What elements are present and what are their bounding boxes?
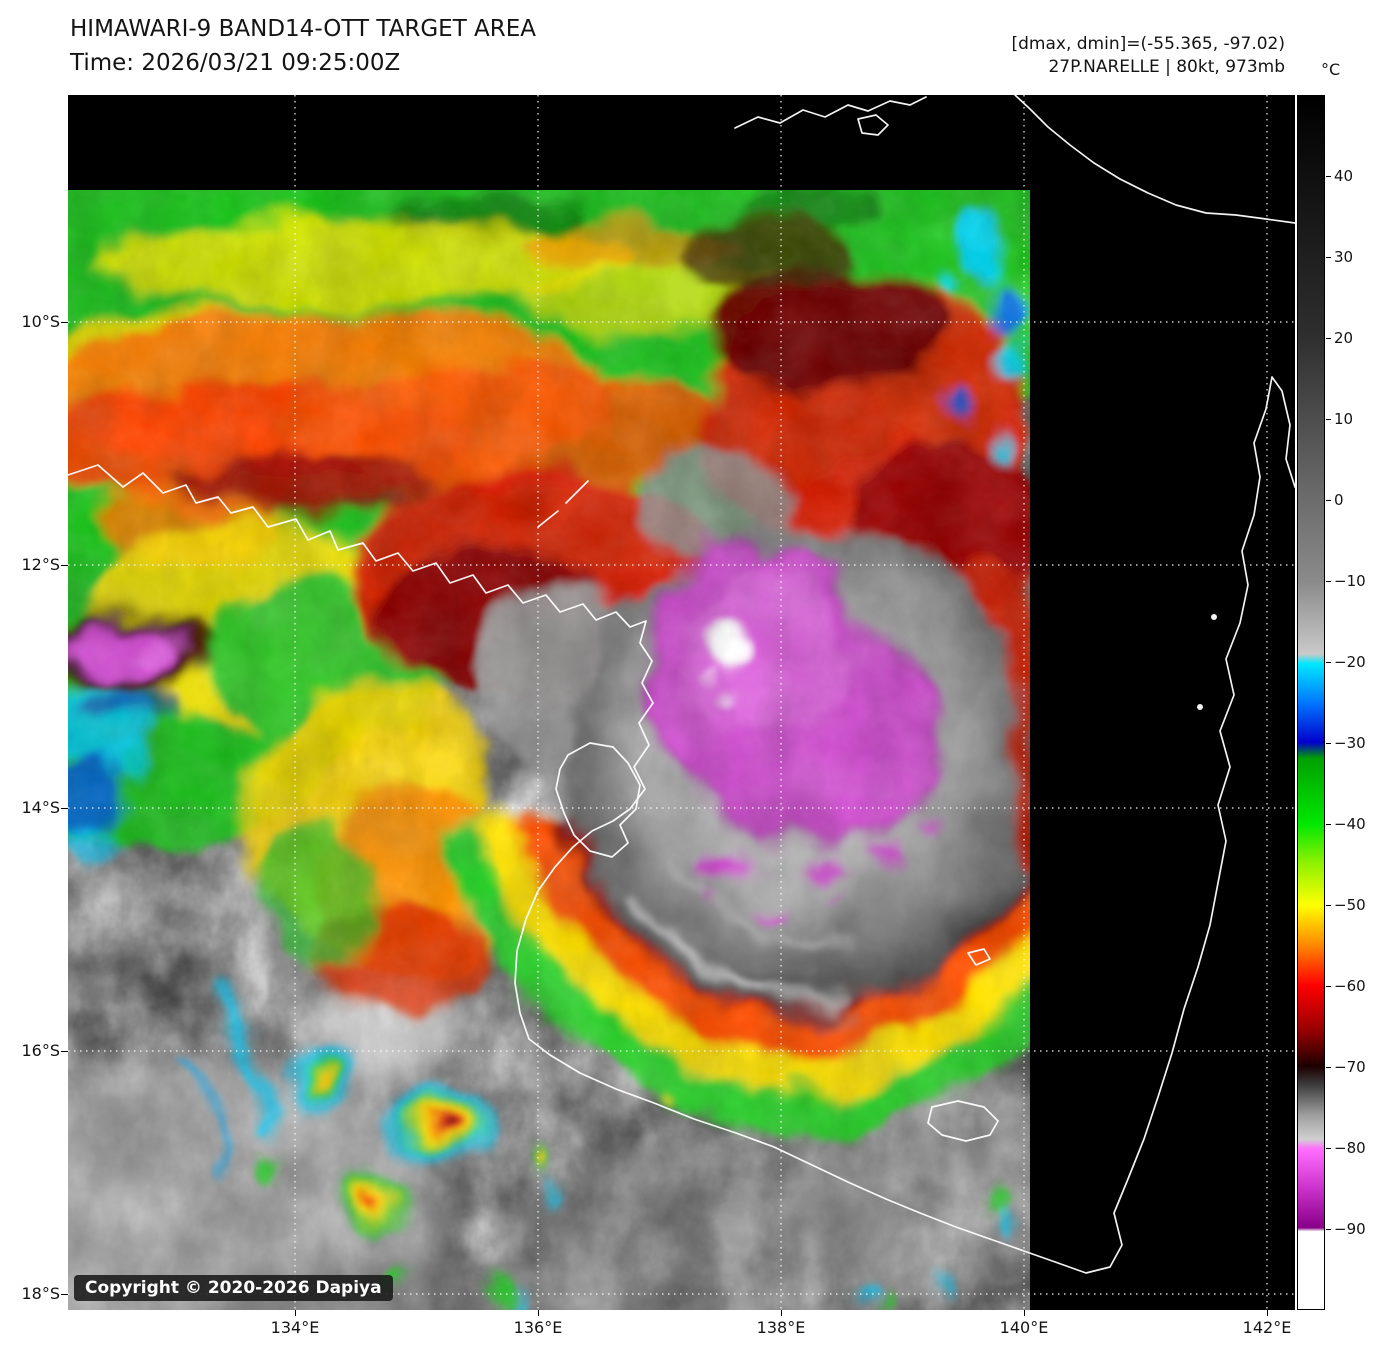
colorbar-tick-mark bbox=[1326, 1229, 1331, 1230]
lat-tick-mark bbox=[61, 565, 68, 566]
plot-area: Copyright © 2020-2026 Dapiya bbox=[68, 95, 1295, 1310]
colorbar-tick-mark bbox=[1326, 824, 1331, 825]
colorbar-tick-mark bbox=[1326, 1067, 1331, 1068]
lon-tick-mark bbox=[295, 1310, 296, 1316]
lat-tick-mark bbox=[61, 1294, 68, 1295]
lon-tick-label: 140°E bbox=[999, 1318, 1049, 1337]
colorbar-tick-mark bbox=[1326, 743, 1331, 744]
lat-tick-label: 12°S bbox=[21, 555, 60, 574]
copyright-badge: Copyright © 2020-2026 Dapiya bbox=[74, 1275, 393, 1301]
colorbar-tick-mark bbox=[1326, 500, 1331, 501]
colorbar-tick-label: −30 bbox=[1334, 734, 1366, 752]
colorbar-tick-label: −40 bbox=[1334, 815, 1366, 833]
figure-title: HIMAWARI-9 BAND14-OTT TARGET AREA bbox=[70, 16, 537, 42]
satellite-image bbox=[68, 95, 1295, 1310]
colorbar-tick-mark bbox=[1326, 419, 1331, 420]
lon-tick-label: 136°E bbox=[513, 1318, 563, 1337]
colorbar-tick-mark bbox=[1326, 257, 1331, 258]
colorbar-tick-label: 40 bbox=[1334, 167, 1354, 185]
colorbar-tick-label: −10 bbox=[1334, 572, 1366, 590]
colorbar-tick-mark bbox=[1326, 986, 1331, 987]
lat-tick-label: 10°S bbox=[21, 312, 60, 331]
colorbar-tick-mark bbox=[1326, 905, 1331, 906]
colorbar-tick-label: 10 bbox=[1334, 410, 1354, 428]
colorbar-tick-mark bbox=[1326, 1148, 1331, 1149]
colorbar-unit-label: °C bbox=[1321, 60, 1341, 79]
figure-annotations: [dmax, dmin]=(-55.365, -97.02) 27P.NAREL… bbox=[1012, 33, 1286, 79]
coastline-mornington-island bbox=[927, 1100, 999, 1142]
coastline-groote-eylandt bbox=[555, 742, 641, 858]
colorbar-tick-label: −80 bbox=[1334, 1139, 1366, 1157]
coastline-new-guinea bbox=[734, 96, 927, 129]
lat-tick-mark bbox=[61, 808, 68, 809]
lon-tick-mark bbox=[1024, 1310, 1025, 1316]
lat-tick-mark bbox=[61, 1051, 68, 1052]
figure-time: Time: 2026/03/21 09:25:00Z bbox=[70, 50, 401, 76]
colorbar-tick-label: −70 bbox=[1334, 1058, 1366, 1076]
lat-tick-mark bbox=[61, 322, 68, 323]
lat-tick-label: 16°S bbox=[21, 1041, 60, 1060]
colorbar-tick-label: 0 bbox=[1334, 491, 1344, 509]
colorbar-tick-label: −20 bbox=[1334, 653, 1366, 671]
coastline-island bbox=[857, 114, 889, 136]
lon-tick-mark bbox=[1267, 1310, 1268, 1316]
colorbar-tick-label: −90 bbox=[1334, 1220, 1366, 1238]
lat-tick-label: 14°S bbox=[21, 798, 60, 817]
lon-tick-label: 138°E bbox=[756, 1318, 806, 1337]
colorbar-tick-label: 30 bbox=[1334, 248, 1354, 266]
lon-tick-mark bbox=[781, 1310, 782, 1316]
colorbar-gradient bbox=[1298, 96, 1324, 1309]
lon-tick-mark bbox=[538, 1310, 539, 1316]
coastline bbox=[68, 95, 1295, 1274]
colorbar-tick-label: 20 bbox=[1334, 329, 1354, 347]
colorbar-tick-mark bbox=[1326, 581, 1331, 582]
coastline-australia bbox=[68, 376, 1295, 1274]
colorbar bbox=[1297, 95, 1325, 1310]
coastline-new-guinea-east bbox=[1014, 95, 1295, 224]
lon-tick-label: 142°E bbox=[1242, 1318, 1292, 1337]
colorbar-tick-label: −60 bbox=[1334, 977, 1366, 995]
colorbar-tick-mark bbox=[1326, 176, 1331, 177]
lat-tick-label: 18°S bbox=[21, 1284, 60, 1303]
colorbar-tick-mark bbox=[1326, 338, 1331, 339]
lon-tick-label: 134°E bbox=[270, 1318, 320, 1337]
colorbar-tick-label: −50 bbox=[1334, 896, 1366, 914]
dmax-dmin-label: [dmax, dmin]=(-55.365, -97.02) bbox=[1011, 34, 1286, 54]
coastline-islet bbox=[967, 948, 991, 966]
storm-info-label: 27P.NARELLE | 80kt, 973mb bbox=[1048, 57, 1285, 77]
coastline-wessel-islands bbox=[537, 480, 589, 528]
colorbar-tick-mark bbox=[1326, 662, 1331, 663]
